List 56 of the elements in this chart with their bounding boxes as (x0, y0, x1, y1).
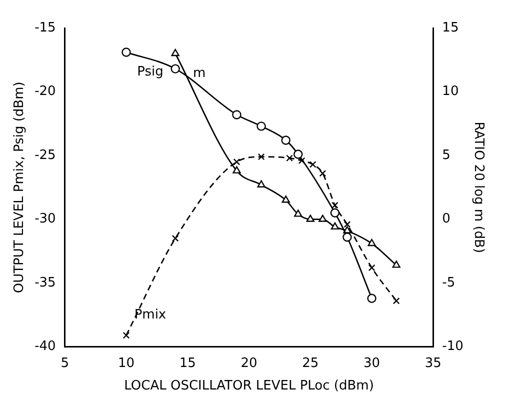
point (392, 297, 400, 304)
y-tick-label: -15 (34, 20, 56, 36)
point (342, 232, 352, 242)
series-label: Psig (137, 64, 164, 80)
x-tick-label: 35 (424, 356, 442, 371)
point (330, 208, 340, 218)
y-tick-label: -25 (34, 148, 56, 163)
x-tick-label: 25 (302, 356, 319, 371)
point (330, 222, 340, 230)
y-axis-title: OUTPUT LEVEL Pmix, Psig (dBm) (12, 82, 28, 294)
point (282, 196, 290, 203)
series-label: Pmix (134, 308, 166, 323)
point (232, 166, 241, 174)
point (256, 122, 266, 131)
y2-tick-label: 0 (442, 212, 450, 227)
y2-tick-label: 10 (442, 84, 459, 100)
x-tick-label: 15 (179, 356, 196, 371)
x-tick-label: 10 (118, 356, 134, 371)
y-tick-label: -35 (34, 275, 56, 290)
point (257, 180, 266, 188)
point (294, 150, 303, 159)
point (319, 170, 326, 177)
point (368, 264, 376, 272)
y2-tick-label: 5 (442, 148, 450, 163)
point (367, 294, 376, 303)
y2-tick-label: -5 (442, 275, 456, 290)
point (368, 238, 376, 246)
y2-axis-title: RATIO 20 log m (dB) (470, 122, 486, 254)
y-tick-label: -30 (34, 212, 56, 227)
point (281, 136, 290, 145)
point (298, 157, 306, 164)
point (318, 214, 327, 222)
point (309, 161, 316, 168)
point (392, 260, 400, 268)
y2-tick-label: -10 (442, 339, 464, 354)
point (286, 154, 293, 162)
point (172, 234, 179, 242)
point (306, 214, 314, 222)
x-tick-label: 20 (240, 356, 258, 371)
point (344, 220, 351, 228)
x-tick-label: 30 (364, 356, 380, 371)
y-tick-label: -20 (34, 84, 56, 100)
point (232, 110, 242, 120)
point (294, 210, 302, 217)
y-tick-label: -40 (34, 339, 56, 354)
point (122, 332, 130, 339)
point (171, 48, 180, 56)
series-label: m (192, 66, 206, 81)
y2-tick-label: 15 (442, 20, 459, 36)
x-axis-title: LOCAL OSCILLATOR LEVEL PLoc (dBm) (124, 378, 374, 394)
point (170, 64, 180, 74)
point (258, 153, 265, 160)
x-tick-label: 5 (60, 356, 69, 371)
point (332, 202, 338, 209)
point (122, 48, 131, 57)
point (233, 158, 240, 166)
